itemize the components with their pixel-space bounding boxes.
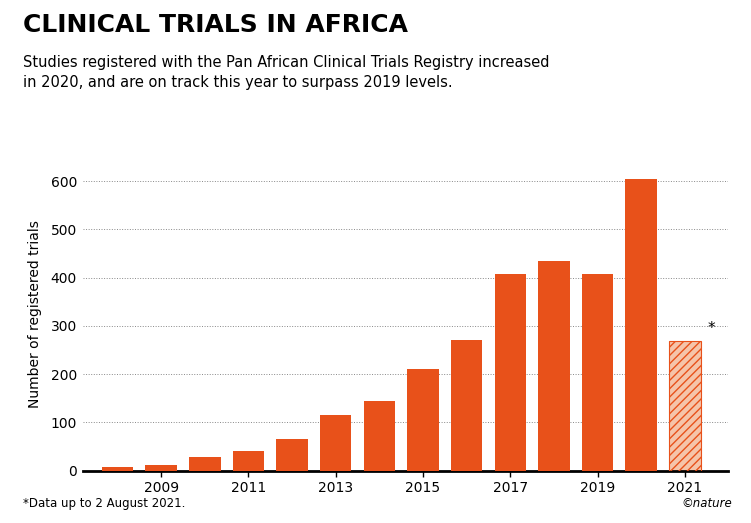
Y-axis label: Number of registered trials: Number of registered trials xyxy=(29,220,42,408)
Bar xyxy=(626,179,657,471)
Bar xyxy=(363,401,395,471)
Text: *Data up to 2 August 2021.: *Data up to 2 August 2021. xyxy=(23,497,185,510)
Bar xyxy=(146,465,177,471)
Bar xyxy=(233,451,264,471)
Bar xyxy=(102,468,133,471)
Bar xyxy=(189,457,221,471)
Text: Studies registered with the Pan African Clinical Trials Registry increased
in 20: Studies registered with the Pan African … xyxy=(23,55,549,90)
Bar xyxy=(538,260,569,471)
Text: CLINICAL TRIALS IN AFRICA: CLINICAL TRIALS IN AFRICA xyxy=(23,13,408,37)
Bar xyxy=(669,342,701,471)
Bar xyxy=(276,439,308,471)
Text: *: * xyxy=(707,321,715,336)
Bar xyxy=(320,415,351,471)
Text: ©nature: ©nature xyxy=(681,497,732,510)
Bar xyxy=(582,274,614,471)
Bar xyxy=(407,369,439,471)
Bar xyxy=(495,274,526,471)
Bar xyxy=(669,342,701,471)
Bar xyxy=(451,340,482,471)
